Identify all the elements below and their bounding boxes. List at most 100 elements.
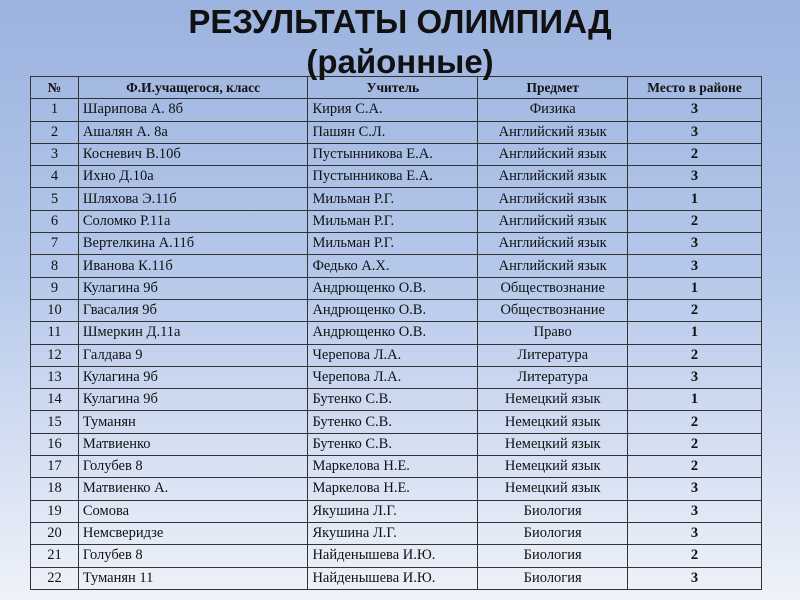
table-row: 15 Туманян Бутенко С.В. Немецкий язык 2 [30, 410, 762, 434]
cell-col-place: 1 [627, 321, 762, 345]
cell-col-number: 3 [30, 142, 79, 167]
cell-col-teacher: Андрющенко О.В. [307, 276, 479, 300]
cell-col-student: Голубев 8 [77, 455, 309, 479]
cell-col-teacher: Якушина Л.Г. [307, 521, 479, 546]
title-line-1: РЕЗУЛЬТАТЫ ОЛИМПИАД [188, 3, 612, 40]
cell-col-place: 2 [627, 410, 762, 434]
table-row: 22 Туманян 11 Найденышева И.Ю. Биология 3 [30, 566, 762, 590]
cell-col-student: Кулагина 9б [77, 388, 309, 412]
cell-col-subject: Английский язык [477, 209, 629, 234]
cell-col-student: Гвасалия 9б [77, 298, 309, 323]
cell-col-subject: Английский язык [477, 254, 629, 278]
cell-col-number: 2 [30, 120, 79, 144]
cell-col-number: 1 [30, 98, 79, 122]
cell-col-place: 3 [627, 521, 762, 546]
cell-col-number: 22 [30, 566, 79, 590]
cell-col-place: 3 [627, 566, 762, 590]
cell-col-place: 1 [627, 276, 762, 300]
cell-col-number: 19 [30, 499, 79, 523]
cell-col-student: Галдава 9 [77, 343, 309, 367]
table-row: 20 Немсверидзе Якушина Л.Г. Биология 3 [30, 521, 762, 546]
cell-col-number: 7 [30, 232, 79, 256]
cell-col-teacher: Маркелова Н.Е. [307, 455, 479, 479]
cell-col-subject: Английский язык [477, 120, 629, 144]
cell-col-number: 17 [30, 455, 79, 479]
cell-col-subject: Физика [477, 98, 629, 122]
slide-title: РЕЗУЛЬТАТЫ ОЛИМПИАД (районные) [0, 2, 800, 82]
cell-col-subject: Немецкий язык [477, 455, 629, 479]
cell-col-student: Кулагина 9б [77, 276, 309, 300]
cell-col-teacher: Найденышева И.Ю. [307, 544, 479, 568]
cell-col-number: 21 [30, 544, 79, 568]
cell-col-student: Матвиенко [77, 432, 309, 457]
table-row: 1 Шарипова А. 8б Кирия С.А. Физика 3 [30, 98, 762, 122]
cell-col-teacher: Пашян С.Л. [307, 120, 479, 144]
cell-col-place: 3 [627, 499, 762, 523]
cell-col-student: Шарипова А. 8б [77, 98, 309, 122]
table-row: 11 Шмеркин Д.11а Андрющенко О.В. Право 1 [30, 321, 762, 345]
cell-col-subject: Английский язык [477, 187, 629, 211]
table-row: 3 Косневич В.10б Пустынникова Е.А. Английск… [30, 142, 762, 167]
table-row: 13 Кулагина 9б Черепова Л.А. Литература 3 [30, 365, 762, 390]
table-row: 5 Шляхова Э.11б Мильман Р.Г. Английский язы… [30, 187, 762, 211]
cell-col-subject: Обществознание [477, 298, 629, 323]
cell-col-place: 3 [627, 98, 762, 122]
cell-col-number: 6 [30, 209, 79, 234]
cell-col-subject: Право [477, 321, 629, 345]
cell-col-teacher: Андрющенко О.В. [307, 298, 479, 323]
cell-col-place: 3 [627, 365, 762, 390]
cell-col-student: Ихно Д.10а [77, 165, 309, 189]
table-row: 19 Сомова Якушина Л.Г. Биология 3 [30, 499, 762, 523]
cell-col-teacher: Черепова Л.А. [307, 343, 479, 367]
cell-col-place: 3 [627, 477, 762, 501]
cell-col-number: 15 [30, 410, 79, 434]
cell-col-place: 1 [627, 187, 762, 211]
cell-col-subject: Немецкий язык [477, 477, 629, 501]
cell-col-place: 2 [627, 343, 762, 367]
table-row: 8 Иванова К.11б Федько А.Х. Английский язык… [30, 254, 762, 278]
table-row: 21 Голубев 8 Найденышева И.Ю. Биология 2 [30, 544, 762, 568]
cell-col-subject: Биология [477, 499, 629, 523]
table-row: 2 Ашалян А. 8а Пашян С.Л. Английский язык 3 [30, 120, 762, 144]
cell-col-number: 5 [30, 187, 79, 211]
cell-col-student: Ашалян А. 8а [77, 120, 309, 144]
cell-col-place: 3 [627, 120, 762, 144]
table-row: 4 Ихно Д.10а Пустынникова Е.А. Английский я… [30, 165, 762, 189]
cell-col-teacher: Пустынникова Е.А. [307, 142, 479, 167]
cell-col-subject: Немецкий язык [477, 410, 629, 434]
cell-col-teacher: Найденышева И.Ю. [307, 566, 479, 590]
title-line-2: (районные) [306, 43, 494, 80]
header-row: № Ф.И.учащегося, класс Учитель Предмет Место… [30, 75, 762, 100]
cell-col-student: Иванова К.11б [77, 254, 309, 278]
cell-col-number: 16 [30, 432, 79, 457]
cell-col-subject: Биология [477, 521, 629, 546]
cell-col-place: 3 [627, 232, 762, 256]
header-col-place: Место в районе [627, 75, 762, 100]
cell-col-teacher: Мильман Р.Г. [307, 209, 479, 234]
cell-col-place: 2 [627, 544, 762, 568]
table-row: 10 Гвасалия 9б Андрющенко О.В. Обществознан… [30, 298, 762, 323]
cell-col-subject: Обществознание [477, 276, 629, 300]
cell-col-place: 2 [627, 432, 762, 457]
table-row: 12 Галдава 9 Черепова Л.А. Литература 2 [30, 343, 762, 367]
cell-col-student: Немсверидзе [77, 521, 309, 546]
cell-col-number: 8 [30, 254, 79, 278]
cell-col-place: 2 [627, 298, 762, 323]
cell-col-teacher: Мильман Р.Г. [307, 232, 479, 256]
cell-col-teacher: Андрющенко О.В. [307, 321, 479, 345]
table-row: 16 Матвиенко Бутенко С.В. Немецкий язык 2 [30, 432, 762, 457]
cell-col-student: Туманян [77, 410, 309, 434]
results-table: № Ф.И.учащегося, класс Учитель Предмет Место… [30, 75, 762, 590]
cell-col-teacher: Маркелова Н.Е. [307, 477, 479, 501]
cell-col-subject: Биология [477, 566, 629, 590]
cell-col-student: Вертелкина А.11б [77, 232, 309, 256]
cell-col-subject: Литература [477, 365, 629, 390]
cell-col-teacher: Черепова Л.А. [307, 365, 479, 390]
cell-col-place: 2 [627, 455, 762, 479]
cell-col-subject: Немецкий язык [477, 388, 629, 412]
cell-col-student: Голубев 8 [77, 544, 309, 568]
cell-col-teacher: Бутенко С.В. [307, 388, 479, 412]
cell-col-subject: Немецкий язык [477, 432, 629, 457]
table-row: 6 Соломко Р.11а Мильман Р.Г. Английский язы… [30, 209, 762, 234]
cell-col-number: 12 [30, 343, 79, 367]
